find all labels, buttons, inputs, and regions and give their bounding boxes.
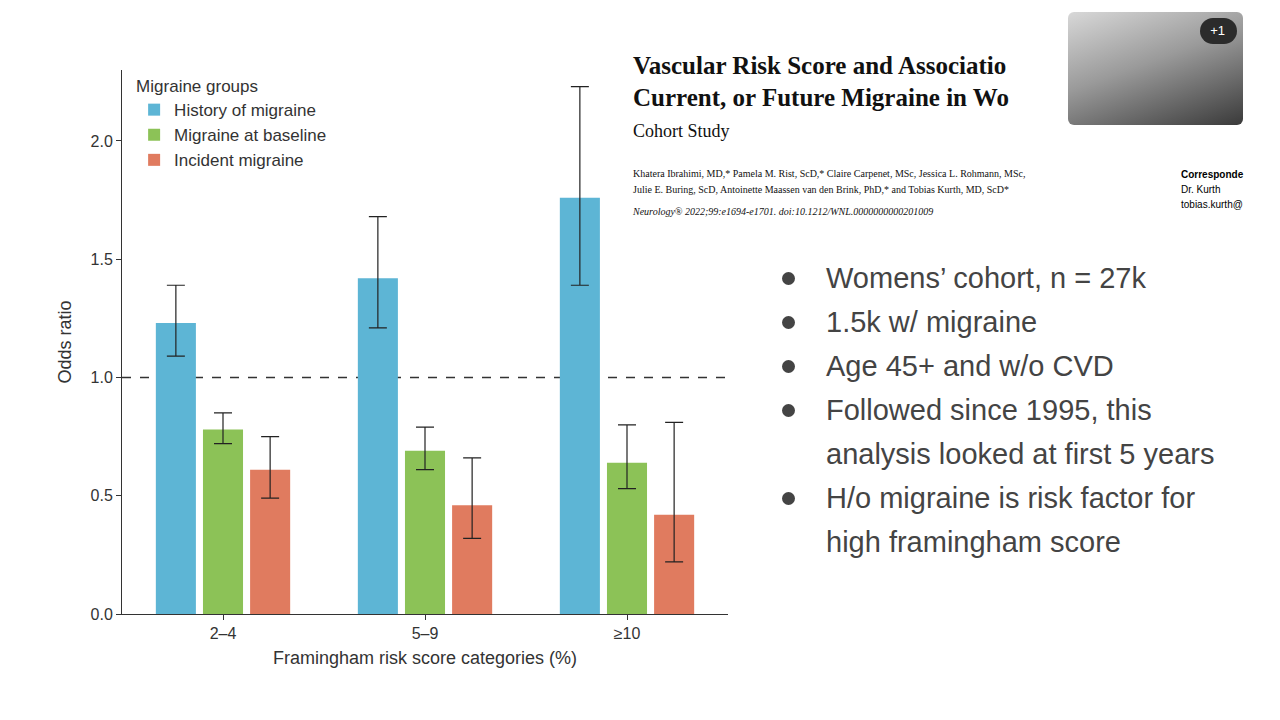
svg-text:1.5: 1.5 <box>91 251 113 268</box>
html-text:tobias.kurth@: tobias.kurth@ <box>1181 199 1243 210</box>
svg-text:2–4: 2–4 <box>210 625 237 642</box>
html-text:+1: +1 <box>1210 23 1225 38</box>
html-text:Cohort Study: Cohort Study <box>633 121 730 141</box>
html-text:Khatera Ibrahimi, MD,* Pamela: Khatera Ibrahimi, MD,* Pamela M. Rist, S… <box>633 168 1026 179</box>
svg-text:Migraine groups: Migraine groups <box>136 77 258 96</box>
html-text:Womens’ cohort, n = 27k: Womens’ cohort, n = 27k <box>826 262 1146 294</box>
svg-text:Framingham risk score categori: Framingham risk score categories (%) <box>273 648 577 668</box>
svg-text:5–9: 5–9 <box>412 625 439 642</box>
html-text:Neurology® 2022;99:e1694-e1701: Neurology® 2022;99:e1694-e1701. doi:10.1… <box>633 206 934 217</box>
svg-text:Migraine at baseline: Migraine at baseline <box>174 126 326 145</box>
svg-text:0.5: 0.5 <box>91 487 113 504</box>
svg-text:0.0: 0.0 <box>91 606 113 623</box>
html-text:Age 45+ and w/o CVD: Age 45+ and w/o CVD <box>826 350 1114 382</box>
html-text:H/o migraine is risk factor fo: H/o migraine is risk factor for high fra… <box>826 482 1195 558</box>
svg-text:1.0: 1.0 <box>91 369 113 386</box>
html-text:Corresponde: Corresponde <box>1181 169 1244 180</box>
html-text:Current, or Future Migraine in: Current, or Future Migraine in Wo <box>633 84 1009 111</box>
html-text:Julie E. Buring, ScD, Antoinet: Julie E. Buring, ScD, Antoinette Maassen… <box>633 184 1009 195</box>
svg-text:History of migraine: History of migraine <box>174 101 316 120</box>
html-text:Dr. Kurth: Dr. Kurth <box>1181 184 1221 195</box>
html-text:Vascular Risk Score and Associ: Vascular Risk Score and Associatio <box>633 52 1007 79</box>
svg-text:Odds ratio: Odds ratio <box>55 300 75 383</box>
svg-text:2.0: 2.0 <box>91 133 113 150</box>
html-text:Followed since 1995, this anal: Followed since 1995, this analysis looke… <box>826 394 1215 470</box>
html-text:1.5k w/ migraine: 1.5k w/ migraine <box>826 306 1038 338</box>
svg-text:≥10: ≥10 <box>614 625 641 642</box>
svg-text:Incident migraine: Incident migraine <box>174 151 303 170</box>
